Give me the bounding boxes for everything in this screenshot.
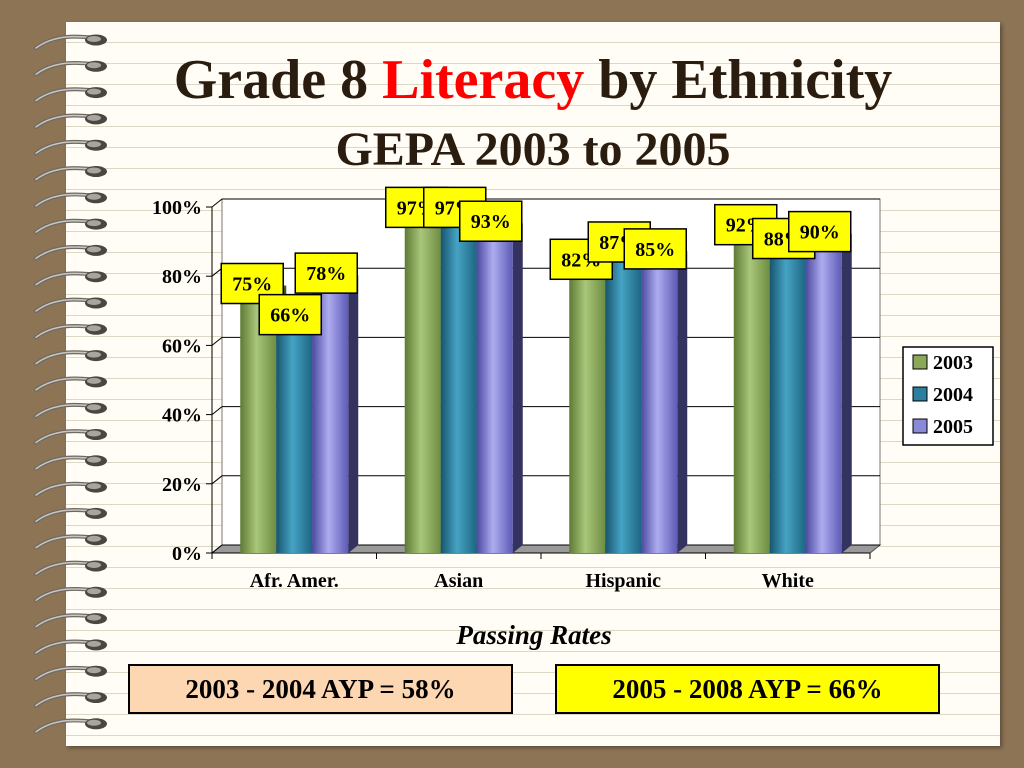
spiral-ring	[34, 718, 107, 734]
spiral-ring	[34, 402, 107, 419]
spiral-ring	[34, 534, 107, 550]
spiral-ring	[34, 323, 107, 340]
data-label: 66%	[258, 293, 322, 336]
data-label: 90%	[788, 210, 852, 253]
spiral-ring	[34, 192, 107, 208]
legend-label: 2003	[933, 352, 973, 374]
x-tick-label: Hispanic	[585, 570, 661, 592]
title-prefix: Grade 8	[173, 49, 383, 111]
page-subtitle: GEPA 2003 to 2005	[335, 123, 731, 176]
spiral-binding	[34, 34, 107, 734]
svg-text:90%: 90%	[800, 222, 840, 244]
y-tick-label: 80%	[162, 266, 202, 288]
spiral-ring	[34, 613, 107, 629]
svg-text:93%: 93%	[471, 211, 511, 233]
spiral-ring	[34, 639, 107, 655]
spiral-ring	[34, 455, 107, 471]
ayp-2003-2004-box: 2003 - 2004 AYP = 58%	[128, 664, 513, 714]
x-axis-title: Passing Rates	[455, 620, 611, 650]
svg-text:78%: 78%	[306, 263, 346, 285]
spiral-ring	[34, 166, 107, 182]
page-title: Grade 8 Literacy by Ethnicity	[66, 48, 1000, 112]
ayp-2005-2008-box: 2005 - 2008 AYP = 66%	[555, 664, 940, 714]
legend-label: 2005	[933, 416, 973, 438]
spiral-ring	[34, 507, 107, 524]
legend-label: 2004	[933, 384, 973, 406]
gridline-diagonal	[211, 267, 223, 277]
gridline-diagonal	[211, 475, 223, 485]
spiral-ring	[34, 113, 107, 129]
gridline-diagonal	[211, 544, 223, 554]
bar	[476, 223, 523, 553]
y-tick-label: 100%	[152, 197, 202, 219]
y-tick-label: 40%	[162, 405, 202, 427]
gridline-diagonal	[211, 337, 223, 346]
x-tick-label: Asian	[434, 570, 483, 592]
spiral-ring	[34, 376, 107, 392]
spiral-ring	[34, 271, 107, 287]
legend-swatch	[912, 418, 928, 434]
data-label: 92%	[714, 203, 778, 246]
data-label: 93%	[459, 200, 523, 242]
legend: 2003 2004 2005	[902, 346, 994, 446]
x-tick-label: Afr. Amer.	[250, 570, 339, 592]
gridline-diagonal	[211, 406, 223, 415]
spiral-ring	[34, 665, 107, 682]
svg-text:75%: 75%	[232, 274, 272, 296]
y-tick-label: 0%	[172, 543, 202, 565]
spiral-ring	[34, 350, 107, 366]
spiral-ring	[34, 34, 107, 50]
bar	[805, 233, 852, 553]
spiral-ring	[34, 139, 107, 156]
y-tick-label: 20%	[162, 474, 202, 496]
spiral-ring	[34, 87, 107, 103]
y-tick-label: 60%	[162, 335, 202, 357]
spiral-ring	[34, 560, 107, 576]
spiral-ring	[34, 244, 107, 261]
data-label: 85%	[623, 228, 687, 270]
spiral-ring	[34, 481, 107, 498]
gridline-diagonal	[211, 198, 223, 208]
spiral-ring	[34, 429, 107, 445]
svg-text:66%: 66%	[270, 305, 310, 327]
spiral-ring	[34, 586, 107, 603]
spiral-ring	[34, 297, 107, 313]
spiral-ring	[34, 218, 107, 235]
x-tick-label: White	[762, 570, 814, 592]
bar	[641, 250, 688, 553]
title-suffix: by Ethnicity	[584, 49, 893, 111]
spiral-ring	[34, 692, 107, 708]
spiral-ring	[34, 60, 107, 77]
legend-swatch	[912, 386, 928, 402]
svg-text:85%: 85%	[635, 239, 675, 261]
data-label: 78%	[294, 252, 358, 294]
legend-swatch	[912, 354, 928, 370]
title-accent-word: Literacy	[382, 49, 585, 111]
